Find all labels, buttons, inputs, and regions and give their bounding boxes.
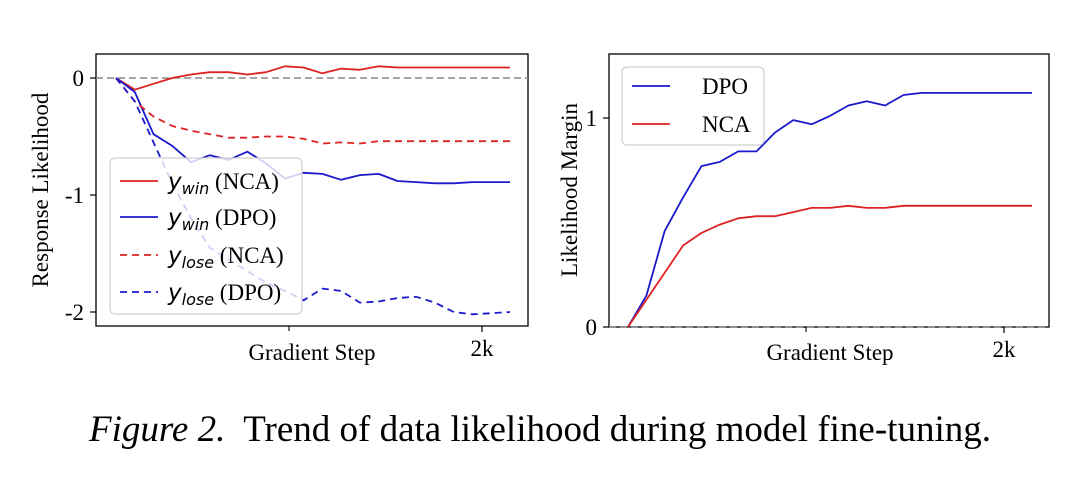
legend-label: DPO <box>702 74 748 99</box>
y-tick-label: 0 <box>586 315 598 340</box>
y-tick-label: 1 <box>586 106 598 131</box>
right-chart: 0 1 2k Gradient Step Likelihood Margin DPO NCA <box>557 53 1050 365</box>
legend-box <box>109 157 303 315</box>
left-chart: 0 -1 -2 2k Gradient Step Response Likelihood y… <box>28 53 529 365</box>
series-line-nca <box>627 204 1032 328</box>
x-axis-label: Gradient Step <box>248 340 375 365</box>
x-tick-label: 2k <box>471 336 495 361</box>
series-line-dpo-win <box>115 77 510 185</box>
series-line-dpo <box>627 92 1032 328</box>
y-tick-label: -2 <box>65 300 84 325</box>
legend-label: ylose (DPO) <box>167 280 281 309</box>
legend-label: ywin (DPO) <box>167 205 276 234</box>
plot-frame <box>95 53 529 327</box>
caption-text: Trend of data likelihood during model fi… <box>243 409 991 450</box>
series-line-nca-lose <box>115 77 510 145</box>
y-tick-label: -1 <box>65 183 84 208</box>
x-tick-label: 2k <box>993 337 1017 362</box>
y-axis-label: Likelihood Margin <box>557 103 582 277</box>
legend-label: ywin (NCA) <box>167 169 279 198</box>
y-axis-label: Response Likelihood <box>28 92 53 287</box>
series-line-dpo-lose <box>115 77 511 316</box>
x-axis-label: Gradient Step <box>766 340 893 365</box>
caption-label: Figure 2. <box>89 409 226 450</box>
series-line-nca-win <box>115 65 510 91</box>
y-tick-label: 0 <box>73 66 85 91</box>
legend-label: ylose (NCA) <box>167 243 284 272</box>
figure-caption: Figure 2. Trend of data likelihood durin… <box>0 408 1080 451</box>
legend-label: NCA <box>702 112 751 137</box>
